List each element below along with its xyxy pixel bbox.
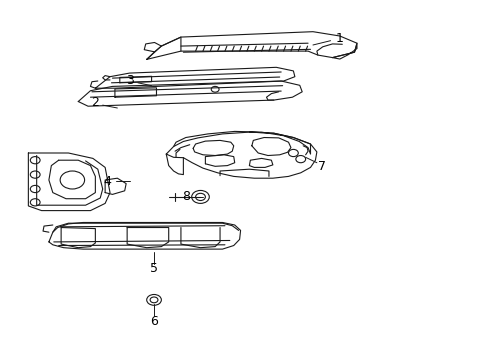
Text: 3: 3 <box>125 75 133 87</box>
Text: 4: 4 <box>103 175 111 188</box>
Text: 1: 1 <box>335 32 343 45</box>
Text: 8: 8 <box>182 190 189 203</box>
Text: 6: 6 <box>150 315 158 328</box>
Text: 7: 7 <box>317 160 325 173</box>
Text: 2: 2 <box>91 96 99 109</box>
Text: 5: 5 <box>150 262 158 275</box>
